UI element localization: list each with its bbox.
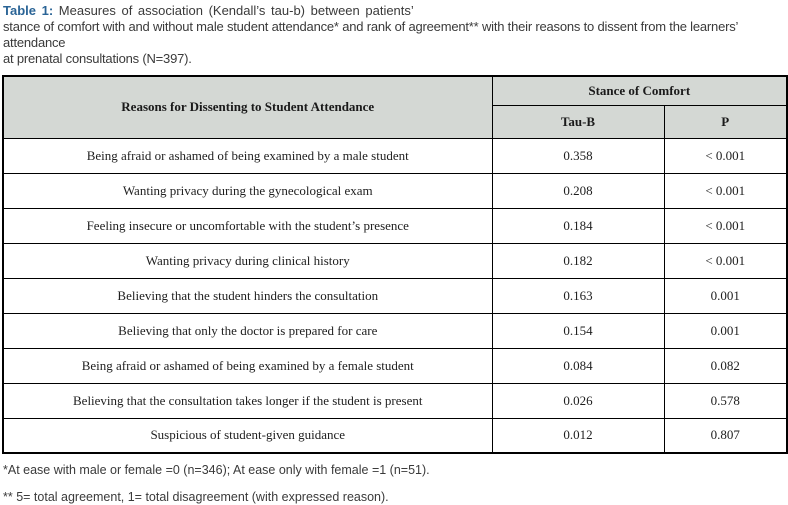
caption-line-2: stance of comfort with and without male … <box>3 19 738 50</box>
table-caption: Table 1: Measures of association (Kendal… <box>3 3 786 67</box>
caption-line-1: Table 1: Measures of association (Kendal… <box>3 3 786 19</box>
p-cell: < 0.001 <box>663 207 788 244</box>
table-header: Reasons for Dissenting to Student Attend… <box>2 75 788 139</box>
table-row: Believing that the consultation takes lo… <box>2 382 788 419</box>
p-cell: 0.001 <box>663 277 788 314</box>
table-row: Suspicious of student-given guidance 0.0… <box>2 417 788 454</box>
table-footnotes: *At ease with male or female =0 (n=346);… <box>3 463 786 505</box>
reason-cell: Suspicious of student-given guidance <box>2 417 493 454</box>
reason-cell: Being afraid or ashamed of being examine… <box>2 137 493 174</box>
p-cell: 0.807 <box>663 417 788 454</box>
p-column-header: P <box>663 104 788 139</box>
tau-b-cell: 0.208 <box>491 172 665 209</box>
table-row: Wanting privacy during clinical history … <box>2 242 788 279</box>
stance-of-comfort-group-header: Stance of Comfort <box>491 75 788 106</box>
p-cell: < 0.001 <box>663 242 788 279</box>
tau-b-cell: 0.026 <box>491 382 665 419</box>
caption-line-3: at prenatal consultations (N=397). <box>3 51 192 66</box>
table-row: Being afraid or ashamed of being examine… <box>2 347 788 384</box>
table-number-label: Table 1: <box>3 3 54 18</box>
tau-b-cell: 0.358 <box>491 137 665 174</box>
footnote-1: *At ease with male or female =0 (n=346);… <box>3 463 430 477</box>
tau-b-cell: 0.084 <box>491 347 665 384</box>
table-body: Being afraid or ashamed of being examine… <box>2 137 788 454</box>
p-cell: 0.001 <box>663 312 788 349</box>
tau-b-cell: 0.184 <box>491 207 665 244</box>
reason-cell: Wanting privacy during clinical history <box>2 242 493 279</box>
table-row: Believing that only the doctor is prepar… <box>2 312 788 349</box>
p-cell: 0.578 <box>663 382 788 419</box>
table-row: Believing that the student hinders the c… <box>2 277 788 314</box>
header-row-sub: Tau-B P <box>3 104 788 139</box>
reason-cell: Believing that only the doctor is prepar… <box>2 312 493 349</box>
tau-b-column-header: Tau-B <box>491 104 665 139</box>
table-row: Being afraid or ashamed of being examine… <box>2 137 788 174</box>
tau-b-cell: 0.182 <box>491 242 665 279</box>
tau-b-cell: 0.154 <box>491 312 665 349</box>
reason-cell: Feeling insecure or uncomfortable with t… <box>2 207 493 244</box>
reason-column-header: Reasons for Dissenting to Student Attend… <box>2 75 493 139</box>
reason-cell: Being afraid or ashamed of being examine… <box>2 347 493 384</box>
reason-cell: Wanting privacy during the gynecological… <box>2 172 493 209</box>
association-table: Reasons for Dissenting to Student Attend… <box>2 75 788 454</box>
caption-line-1-text: Measures of association (Kendall’s tau-b… <box>53 3 414 18</box>
tau-b-cell: 0.163 <box>491 277 665 314</box>
table-row: Wanting privacy during the gynecological… <box>2 172 788 209</box>
footnote-2: ** 5= total agreement, 1= total disagree… <box>3 490 389 504</box>
reason-cell: Believing that the consultation takes lo… <box>2 382 493 419</box>
table-row: Feeling insecure or uncomfortable with t… <box>2 207 788 244</box>
reason-cell: Believing that the student hinders the c… <box>2 277 493 314</box>
header-row-group: Reasons for Dissenting to Student Attend… <box>2 75 788 139</box>
p-cell: 0.082 <box>663 347 788 384</box>
p-cell: < 0.001 <box>663 137 788 174</box>
tau-b-cell: 0.012 <box>491 417 665 454</box>
p-cell: < 0.001 <box>663 172 788 209</box>
